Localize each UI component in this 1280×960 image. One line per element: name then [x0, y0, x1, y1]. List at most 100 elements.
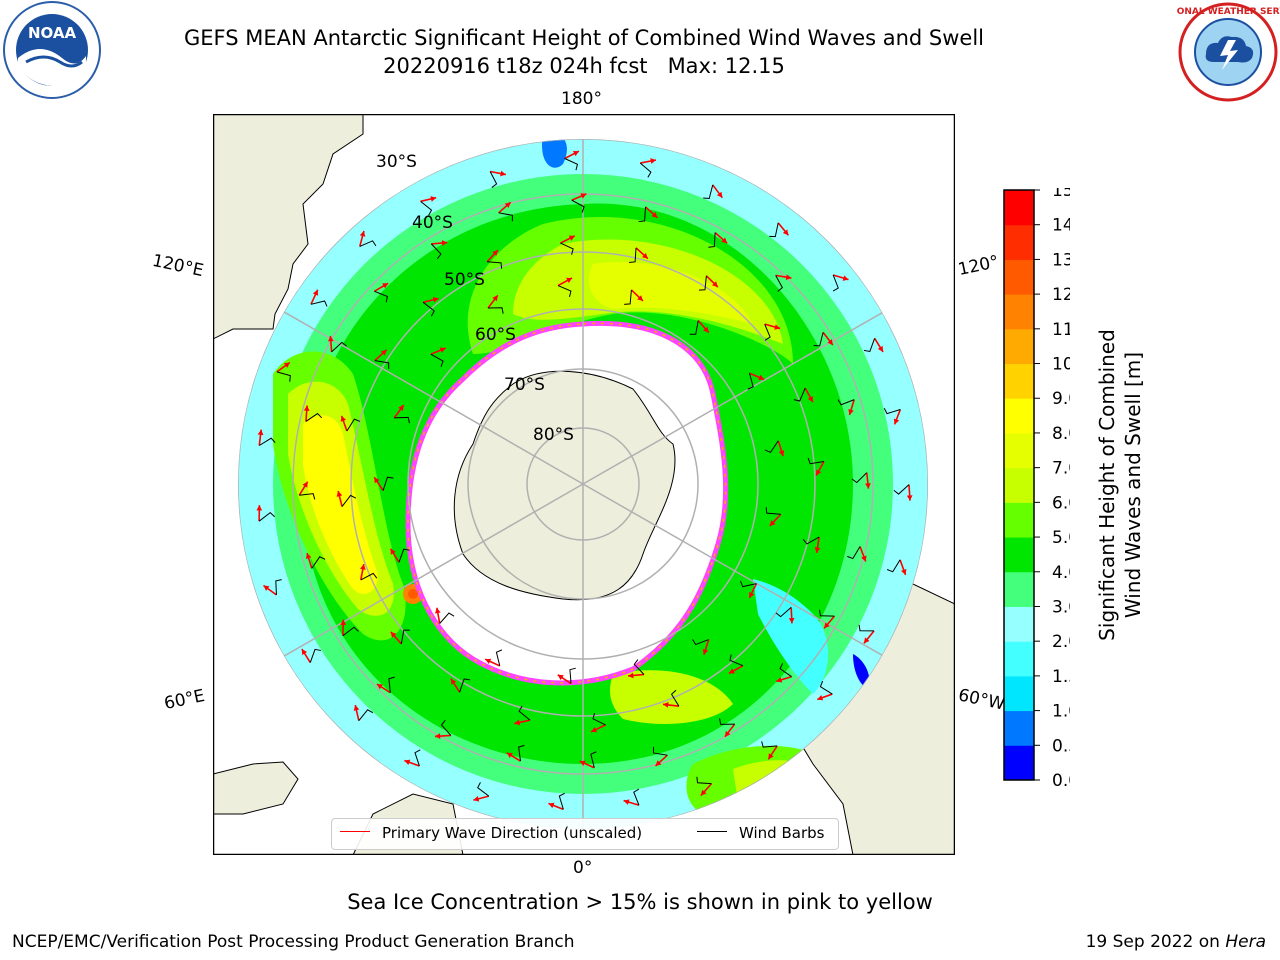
- colorbar-label-line2: Wind Waves and Swell [m]: [1121, 351, 1145, 619]
- wind-barb-34: [592, 712, 606, 726]
- wind-barb-31: [775, 607, 792, 618]
- lon-label-120w: 120°: [956, 251, 1001, 281]
- wind-barb-2: [398, 548, 410, 563]
- colorbar-bin-1.0: [1004, 675, 1034, 712]
- wind-barb-25: [629, 247, 637, 263]
- wind-barb-86: [275, 579, 282, 595]
- wave-arrow-head-2: [390, 548, 396, 555]
- wind-barb-23: [487, 261, 503, 269]
- wind-barb-71: [832, 274, 839, 292]
- wave-arrow-head-58: [434, 733, 441, 739]
- colorbar-bin-4.0: [1004, 537, 1034, 573]
- colorbar-bin-1.5: [1004, 641, 1034, 677]
- wind-barb-39: [305, 412, 323, 422]
- wind-barb-50: [851, 472, 868, 484]
- wind-barb-7: [557, 285, 572, 298]
- wave-arrow-head-85: [301, 648, 308, 655]
- noaa-logo: NOAA: [3, 1, 101, 99]
- wave-arrow-head-21: [380, 349, 387, 356]
- colorbar-tick-label-4.0: 4.0: [1052, 563, 1070, 583]
- wind-barb-28: [793, 387, 806, 402]
- wave-arrow-head-79: [700, 789, 707, 796]
- colorbar-bin-12.0: [1004, 259, 1034, 295]
- colorbar: 0.0 0.5 1.0 1.5 2.0 3.0 4.0 5.0 6.0 7.0 8.0 9.0 10.0…: [1003, 188, 1070, 788]
- colorbar-tick-label-9.0: 9.0: [1052, 389, 1070, 409]
- wave-arrow-head-7: [566, 277, 573, 283]
- wind-barb-68: [639, 162, 652, 178]
- wave-arrow-head-75: [901, 568, 907, 575]
- wind-barb-58: [440, 719, 452, 736]
- wind-barb-22: [422, 301, 435, 317]
- colorbar-tick-label-15.0: 15.0: [1052, 188, 1070, 201]
- wind-barb-87: [258, 511, 275, 522]
- wind-barb-75: [886, 559, 901, 573]
- wave-arrow-head-34: [591, 726, 598, 733]
- wind-barb-19: [341, 494, 357, 507]
- wind-barb-67: [564, 158, 579, 171]
- wind-barb-33: [670, 689, 680, 707]
- colorbar-bin-0.5: [1004, 710, 1034, 746]
- wind-barb-59: [388, 676, 395, 693]
- wind-barb-13: [740, 580, 757, 588]
- colorbar-tick-label-5.0: 5.0: [1052, 528, 1070, 548]
- wind-barb-12: [765, 507, 781, 515]
- wind-barb-32: [729, 654, 744, 667]
- lon-label-180: 180°: [561, 89, 602, 109]
- colorbar-title: Significant Height of Combined Wind Waves…: [1080, 190, 1160, 780]
- wind-barb-20: [346, 418, 361, 432]
- wind-barb-14: [692, 639, 709, 646]
- wind-barb-55: [652, 746, 668, 756]
- wave-arrow-head-12: [769, 520, 776, 526]
- wind-barb-52: [819, 609, 835, 617]
- run-date-text: 19 Sep 2022 on: [1085, 932, 1220, 952]
- colorbar-bin-11.0: [1004, 294, 1034, 330]
- wave-arrow-head-24: [568, 235, 575, 241]
- wave-arrow-head-5: [439, 347, 446, 353]
- wind-barb-27: [764, 323, 771, 341]
- wind-barb-36: [459, 678, 471, 693]
- wave-arrow-head-84: [353, 705, 360, 711]
- wind-barb-17: [400, 629, 410, 644]
- wind-barb-35: [518, 705, 531, 721]
- wave-arrow-head-23: [492, 250, 498, 256]
- wind-barb-24: [560, 242, 574, 255]
- wind-barb-65: [420, 200, 433, 216]
- wind-barb-26: [698, 275, 707, 291]
- wind-barb-56: [590, 751, 597, 768]
- colorbar-tick-label-1.0: 1.0: [1052, 702, 1070, 722]
- wind-barb-69: [703, 184, 714, 200]
- wave-arrow-head-26: [712, 281, 718, 287]
- wind-barb-57: [518, 744, 525, 762]
- wave-arrow-head-74: [906, 495, 913, 501]
- colorbar-tick-label-2.0: 2.0: [1052, 632, 1070, 652]
- wave-arrow-head-10: [758, 374, 765, 381]
- wind-barb-84: [358, 709, 374, 721]
- wave-arrow-head-36: [450, 678, 457, 685]
- wave-arrow-head-38: [302, 481, 308, 488]
- wave-arrow-head-55: [655, 760, 662, 766]
- wind-barb-74: [893, 484, 910, 495]
- wave-arrow-head-86: [263, 585, 270, 591]
- colorbar-tick-label-0.5: 0.5: [1052, 736, 1070, 756]
- colorbar-bin-5.0: [1004, 502, 1034, 538]
- wind-barb-73: [883, 408, 901, 415]
- lon-label-120e: 120°E: [150, 250, 206, 282]
- nws-logo: NATIONAL WEATHER SERVICE: [1176, 2, 1280, 102]
- wind-barb-46: [708, 232, 716, 248]
- wave-arrow-head-29: [816, 469, 822, 476]
- legend-label-wave-direction: Primary Wave Direction (unscaled): [382, 824, 643, 842]
- colorbar-bin-13.0: [1004, 224, 1034, 260]
- wave-arrow-head-45: [651, 212, 658, 218]
- wind-barb-62: [276, 371, 291, 382]
- wave-arrow-head-47: [785, 274, 792, 280]
- wind-barb-1: [439, 612, 455, 624]
- wind-barb-83: [414, 749, 421, 767]
- wave-arrow-head-51: [861, 555, 867, 562]
- wind-barb-53: [779, 663, 792, 678]
- wave-arrow-head-69: [716, 191, 723, 198]
- wind-barb-49: [837, 399, 855, 406]
- wind-barb-45: [638, 206, 647, 223]
- wave-arrow-head-87: [256, 505, 263, 511]
- wave-arrow-head-35: [514, 719, 521, 726]
- wind-barb-11: [764, 440, 779, 454]
